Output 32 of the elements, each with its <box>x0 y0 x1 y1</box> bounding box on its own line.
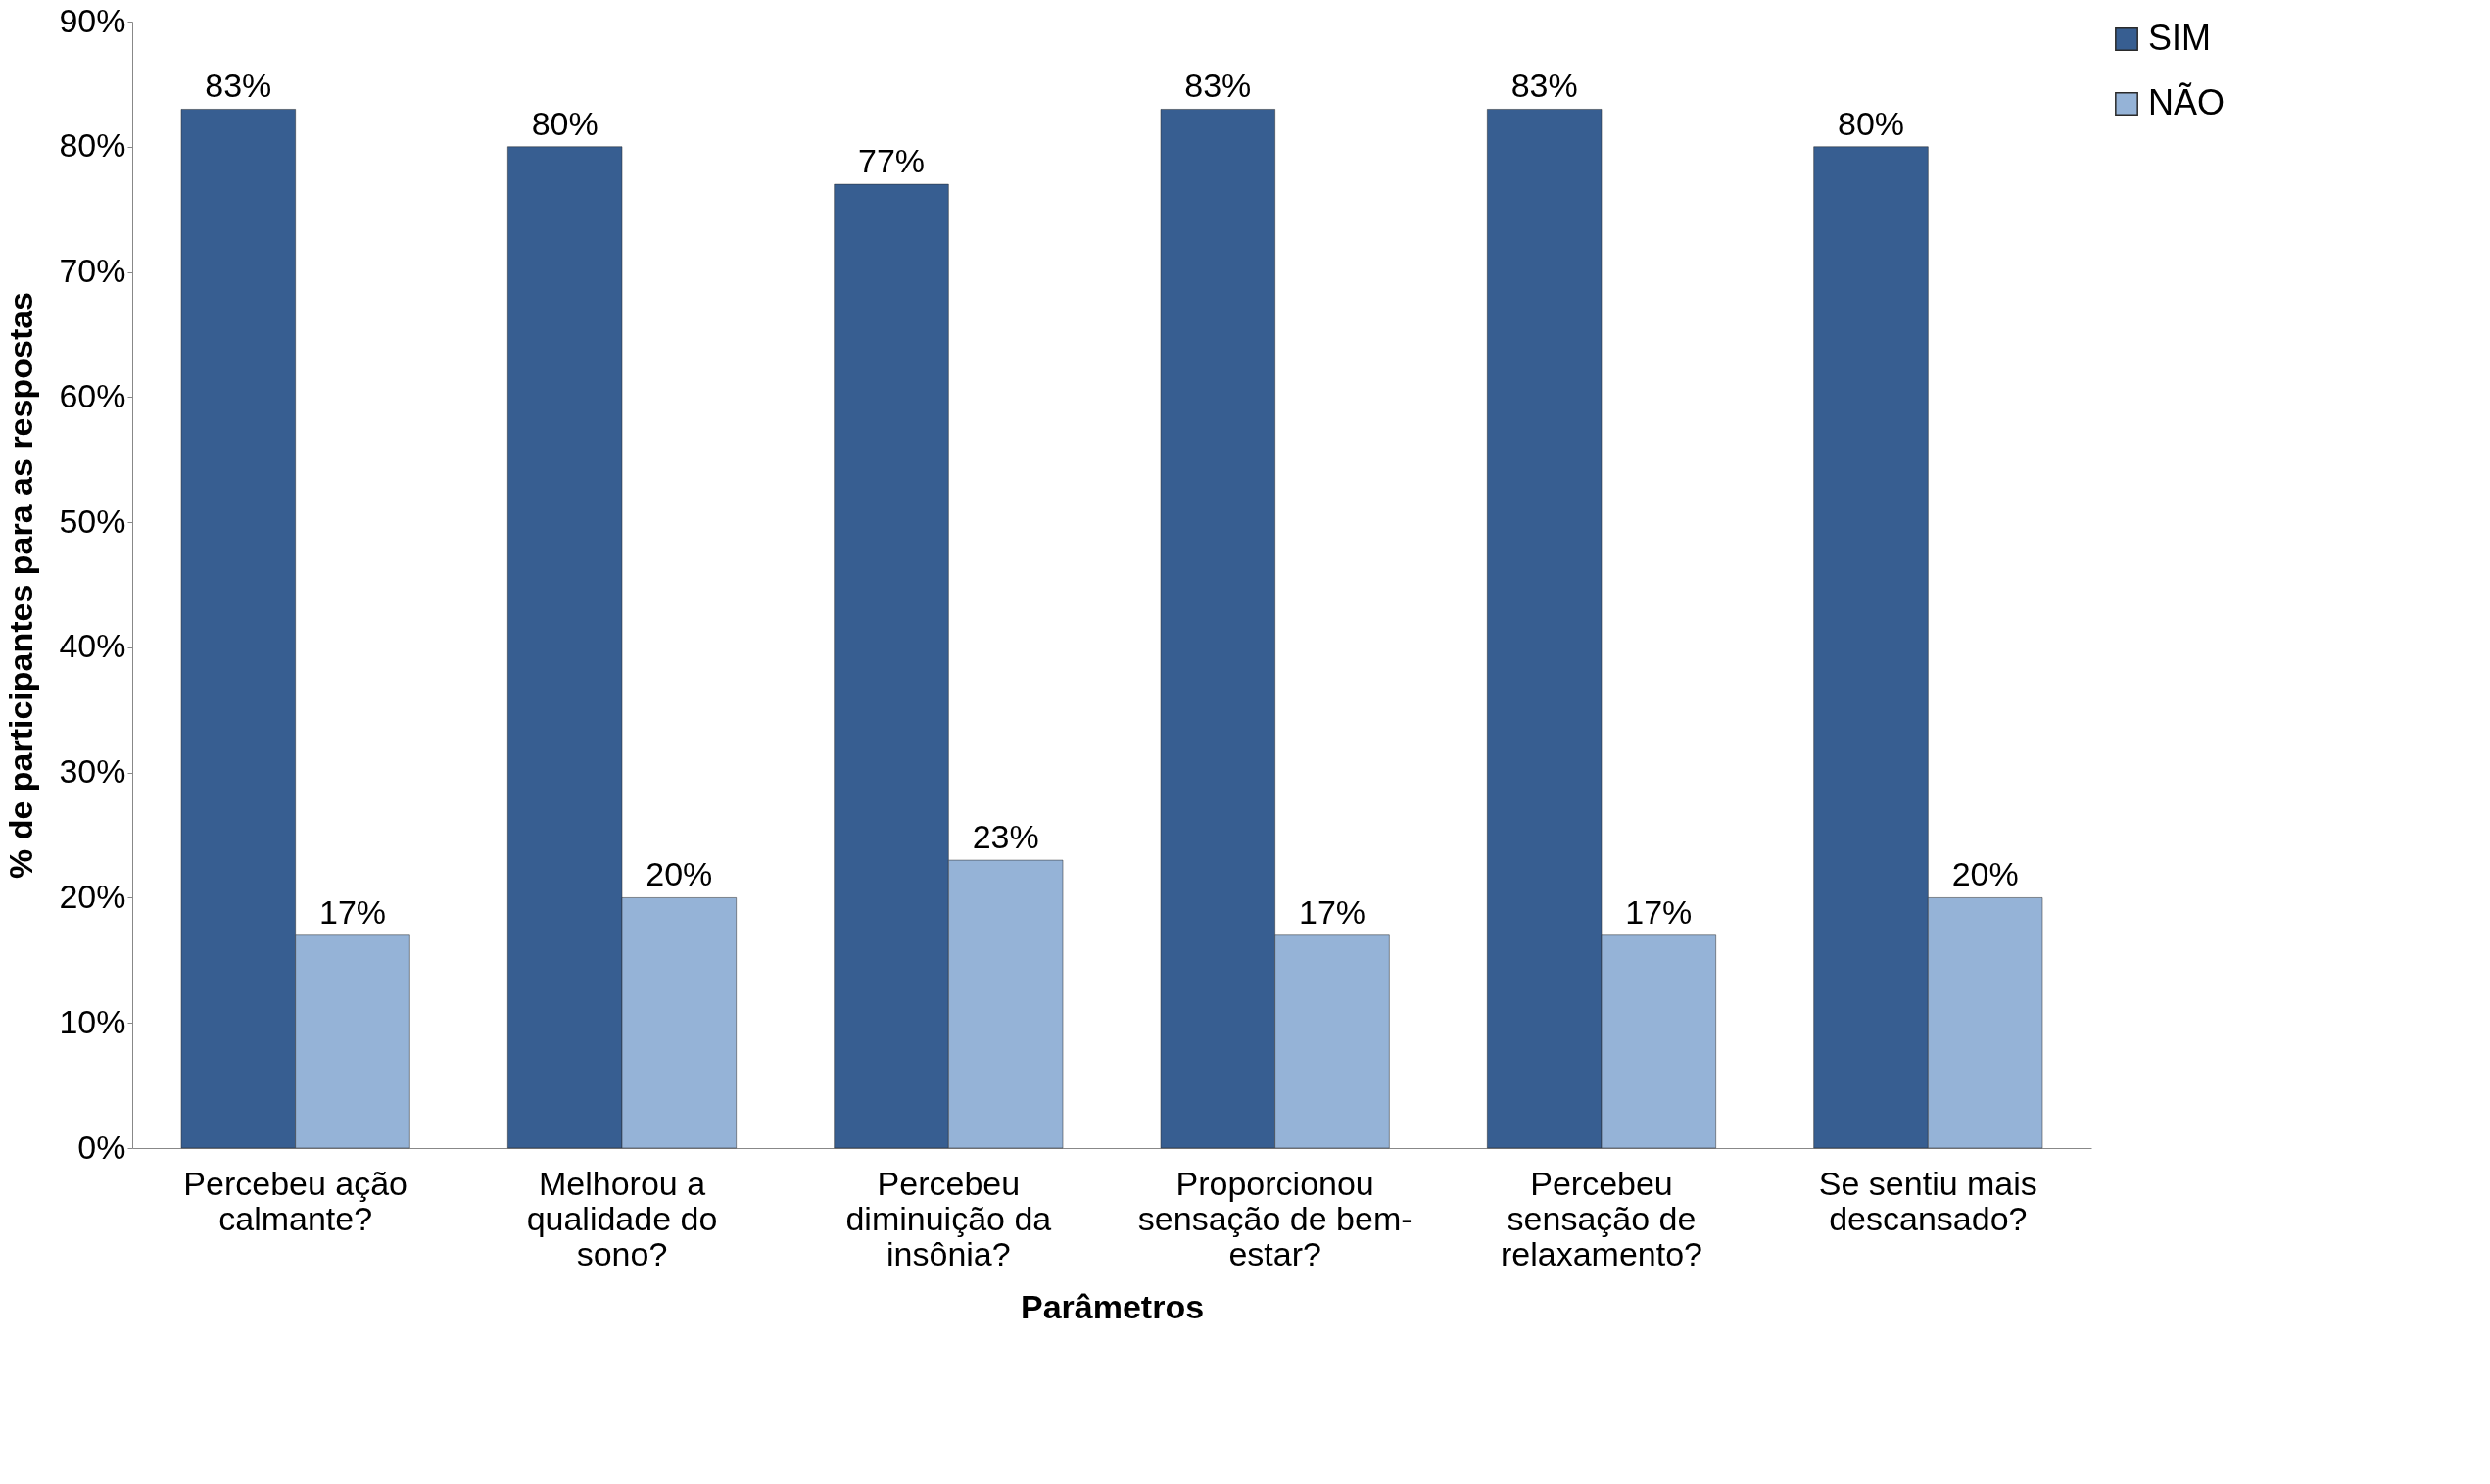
data-label: 80% <box>1837 104 1905 142</box>
data-label: 20% <box>646 855 713 893</box>
data-label: 20% <box>1951 855 2019 893</box>
y-tick-label: 60% <box>59 376 126 414</box>
data-label: 83% <box>1184 67 1252 105</box>
data-label: 80% <box>531 104 599 142</box>
data-label: 83% <box>1510 67 1578 105</box>
y-tick-label: 40% <box>59 627 126 665</box>
y-tick-label: 30% <box>59 752 126 790</box>
y-tick-label: 90% <box>59 1 126 39</box>
x-tick-label: Percebeu ação calmante? <box>183 1164 408 1237</box>
legend-label: NÃO <box>2148 82 2226 122</box>
y-tick-label: 70% <box>59 252 126 290</box>
x-tick-label: Melhorou a qualidade do sono? <box>526 1164 718 1272</box>
legend-label: SIM <box>2148 18 2212 58</box>
data-label: 23% <box>972 818 1039 856</box>
x-tick-label: Se sentiu mais descansado? <box>1818 1164 2037 1237</box>
y-tick-label: 20% <box>59 877 126 915</box>
data-label: 17% <box>318 892 387 931</box>
y-tick-label: 80% <box>59 126 126 165</box>
y-tick-label: 10% <box>59 1002 126 1040</box>
y-axis-title: % de participantes para as respostas <box>2 291 40 880</box>
x-axis-title: Parâmetros <box>1020 1287 1205 1325</box>
y-tick-label: 50% <box>59 502 126 540</box>
x-tick-label: Proporcionou sensação de bem-estar? <box>1137 1164 1413 1272</box>
data-label: 83% <box>205 67 272 105</box>
x-tick-label: Percebeu sensação de relaxamento? <box>1500 1164 1703 1272</box>
x-tick-label: Percebeu diminuição da insônia? <box>845 1164 1052 1272</box>
data-label: 17% <box>1298 892 1366 931</box>
data-label: 17% <box>1625 892 1693 931</box>
y-tick-label: 0% <box>77 1127 126 1166</box>
data-label: 77% <box>857 142 926 180</box>
